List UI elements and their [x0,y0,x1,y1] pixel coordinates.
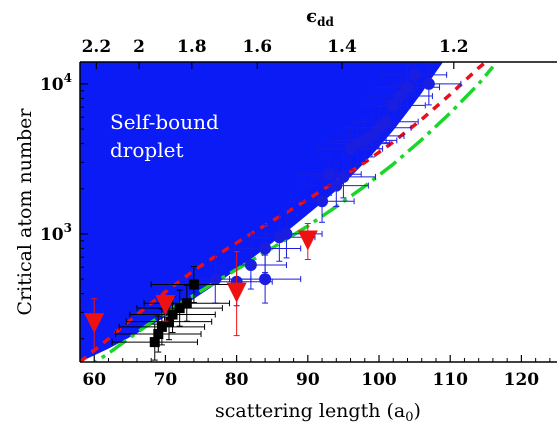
region-label-line2: droplet [110,138,183,162]
x-tick-label: 100 [361,370,397,390]
top-tick-label: 1.8 [177,37,207,57]
x-tick-label: 80 [225,370,249,390]
data-point-square [153,329,164,340]
x-tick-label: 70 [154,370,178,390]
top-tick-label: 1.6 [242,37,272,57]
data-point-circle [401,81,414,94]
region-label-line1: Self-bound [110,110,219,134]
top-axis-label: ϵdd [306,6,334,29]
data-point-circle [316,195,329,208]
data-point-circle [387,99,400,112]
data-point-circle [323,168,336,181]
data-point-square [174,303,185,314]
data-point-square [156,321,167,332]
y-tick-label: 104 [40,71,72,95]
top-tick-label: 2 [133,37,145,57]
x-tick-label: 90 [296,370,320,390]
series-line-2 [92,65,495,362]
top-tick-label: 1.4 [327,37,357,57]
data-point-circle [365,129,378,142]
x-tick-label: 120 [504,370,540,390]
data-point-circle [394,90,407,103]
data-point-circle [422,77,435,90]
top-tick-label: 2.2 [82,37,112,57]
data-point-square [163,316,174,327]
data-point-circle [259,273,272,286]
x-tick-label: 110 [432,370,468,390]
data-point-circle [337,170,350,183]
x-axis-label: scattering length (a0) [215,400,421,425]
data-point-circle [408,68,421,81]
self-bound-region [80,62,444,362]
data-point-triangle [226,282,247,303]
data-point-triangle [155,295,176,316]
data-point-circle [259,242,272,255]
data-point-square [188,279,199,290]
data-point-circle [209,273,222,286]
data-point-circle [280,227,293,240]
data-point-square [149,337,160,348]
data-point-circle [380,115,393,128]
x-tick-label: 60 [82,370,106,390]
data-point-circle [330,179,343,192]
data-point-square [167,309,178,320]
y-tick-label: 103 [40,221,72,245]
data-point-square [181,298,192,309]
data-point-triangle [84,313,105,334]
top-tick-label: 1.2 [439,37,469,57]
data-point-circle [244,259,257,272]
y-axis-label: Critical atom number [14,108,36,316]
data-point-triangle [297,230,318,251]
